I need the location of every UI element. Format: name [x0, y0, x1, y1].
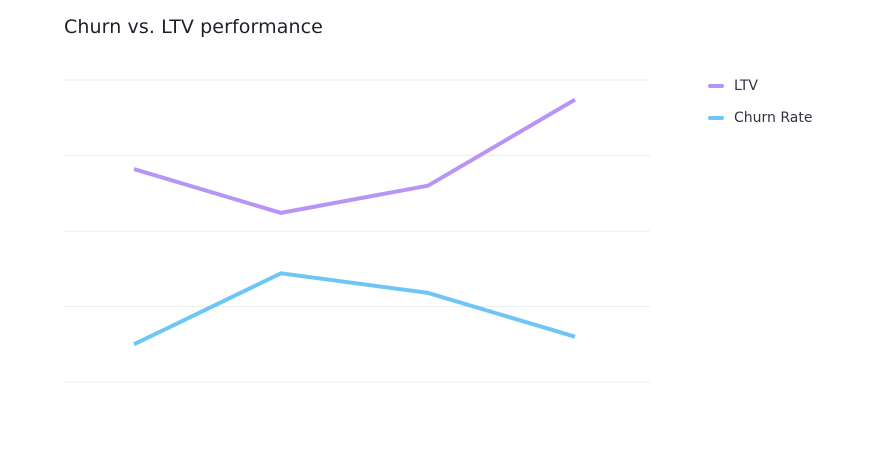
legend-swatch-churn-rate [708, 116, 724, 120]
data-point-ltv[interactable] [423, 181, 433, 191]
series-line-ltv[interactable] [133, 97, 577, 215]
series-line-churn-rate[interactable] [133, 271, 576, 347]
legend-label-churn-rate: Churn Rate [734, 110, 813, 126]
data-point-ltv[interactable] [129, 164, 139, 174]
data-point-churn-rate[interactable] [276, 268, 286, 278]
legend-item-ltv[interactable]: LTV [708, 70, 812, 102]
data-point-ltv[interactable] [276, 208, 286, 218]
data-point-churn-rate[interactable] [423, 288, 433, 298]
legend-label-ltv: LTV [734, 78, 759, 94]
chart-title: Churn vs. LTV performance [64, 16, 323, 38]
data-point-churn-rate[interactable] [129, 339, 139, 349]
legend-item-churn-rate[interactable]: Churn Rate [708, 102, 812, 134]
legend-swatch-ltv [708, 84, 724, 88]
data-point-churn-rate[interactable] [570, 332, 580, 342]
chart-legend: LTV Churn Rate [708, 70, 812, 134]
data-point-ltv[interactable] [570, 95, 580, 105]
